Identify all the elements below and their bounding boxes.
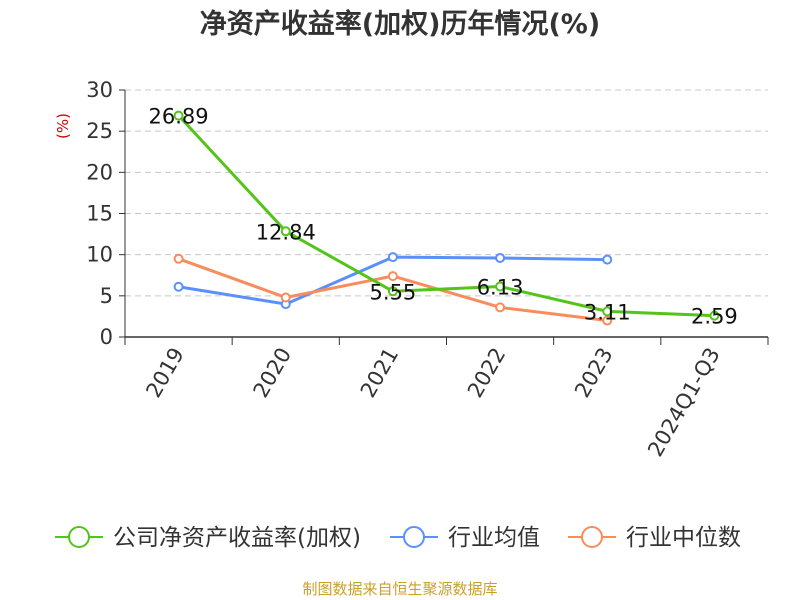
- point-s1-2: [387, 252, 398, 263]
- data-label-3: 6.13: [477, 276, 524, 300]
- x-tick-label-2020: 2020: [249, 344, 297, 402]
- data-label-1: 12.84: [256, 220, 316, 244]
- data-label-4: 3.11: [584, 300, 631, 324]
- y-tick-label-20: 20: [86, 160, 113, 184]
- grid-lines: [125, 89, 768, 297]
- series-line-0: [177, 114, 715, 318]
- y-tick-label-30: 30: [86, 78, 113, 102]
- point-s1-4: [602, 254, 613, 265]
- axes: 0 5 10 15 20 25 30 2019 2020 2021 2022 2023 2024Q1-Q…: [86, 78, 769, 461]
- point-s2-2: [387, 271, 398, 282]
- chart-title: 净资产收益率(加权)历年情况(%): [200, 8, 600, 40]
- point-s2-1: [280, 292, 291, 303]
- y-axis-label: (%): [54, 113, 72, 139]
- data-label-5: 2.59: [691, 305, 738, 329]
- legend-label-2: 行业中位数: [626, 525, 741, 551]
- point-s1-3: [495, 252, 506, 263]
- y-tick-label-10: 10: [86, 243, 113, 267]
- data-label-0: 26.89: [149, 105, 209, 129]
- legend-label-0: 公司净资产收益率(加权): [113, 525, 361, 551]
- point-s0-3: [495, 281, 506, 292]
- legend-marker-0: [68, 526, 90, 548]
- legend: 公司净资产收益率(加权) 行业均值 行业中位数: [55, 525, 741, 551]
- y-tick-label-5: 5: [100, 284, 113, 308]
- legend-marker-1: [403, 526, 425, 548]
- data-label-2: 5.55: [370, 280, 417, 304]
- x-tick-label-2023: 2023: [570, 344, 618, 402]
- y-tick-label-0: 0: [100, 325, 113, 349]
- legend-label-1: 行业均值: [448, 525, 540, 551]
- point-s0-2: [387, 286, 398, 297]
- series-layer: [173, 110, 720, 326]
- point-s0-1: [280, 226, 291, 237]
- x-tick-label-2022: 2022: [463, 344, 511, 402]
- legend-marker-2: [581, 526, 603, 548]
- point-s0-0: [173, 110, 184, 121]
- y-tick-label-25: 25: [86, 119, 113, 143]
- source-note: 制图数据来自恒生聚源数据库: [302, 580, 497, 598]
- point-s1-0: [173, 281, 184, 292]
- point-s2-4: [602, 315, 613, 326]
- x-tick-label-2019: 2019: [141, 344, 189, 402]
- x-tick-label-2024Q1-Q3: 2024Q1-Q3: [643, 344, 725, 461]
- point-s2-0: [173, 253, 184, 264]
- x-tick-label-2021: 2021: [356, 344, 404, 402]
- point-s2-3: [495, 302, 506, 313]
- point-s0-4: [602, 306, 613, 317]
- point-s0-5: [709, 310, 720, 321]
- data-labels: 26.89 12.84 5.55 6.13 3.11 2.59: [149, 105, 738, 329]
- y-tick-label-15: 15: [86, 202, 113, 226]
